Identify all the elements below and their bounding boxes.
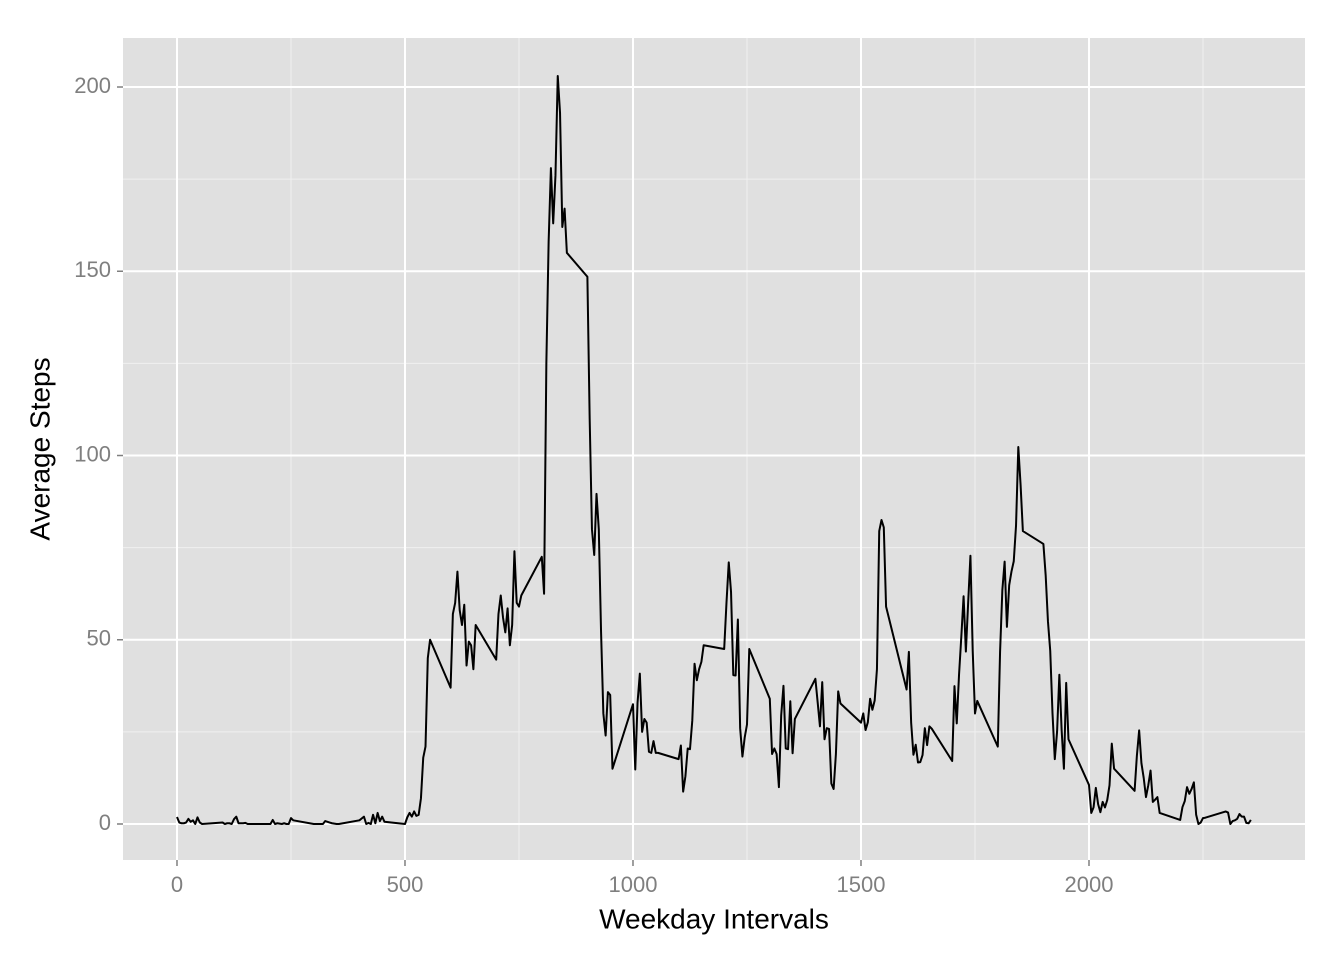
y-axis-title: Average Steps xyxy=(24,357,55,540)
x-tick-label: 500 xyxy=(387,872,424,897)
x-axis-title: Weekday Intervals xyxy=(599,903,829,934)
x-tick-label: 1500 xyxy=(837,872,886,897)
y-tick-label: 100 xyxy=(74,441,111,466)
x-tick-label: 0 xyxy=(171,872,183,897)
y-tick-label: 0 xyxy=(99,810,111,835)
x-tick-label: 2000 xyxy=(1065,872,1114,897)
y-tick-label: 200 xyxy=(74,73,111,98)
data-line xyxy=(176,74,1252,825)
y-tick-label: 150 xyxy=(74,257,111,282)
panel xyxy=(123,38,1305,860)
x-tick-label: 1000 xyxy=(609,872,658,897)
y-tick-label: 50 xyxy=(87,626,111,651)
